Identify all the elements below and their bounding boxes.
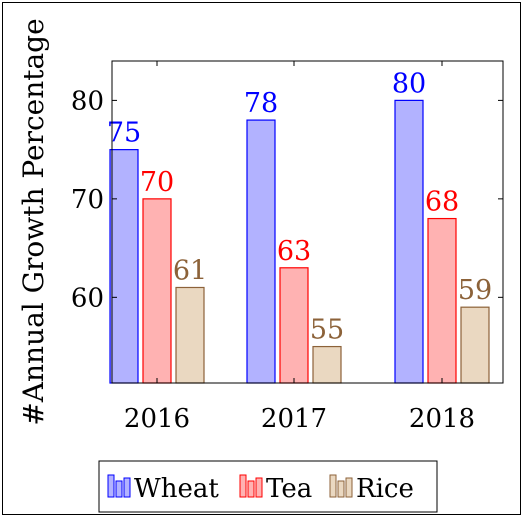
bar-wheat-2018: [394, 99, 424, 384]
data-label-tea-2016: 70: [140, 167, 174, 198]
x-tick-label-2018: 2018: [409, 404, 475, 434]
bar-rice-2018: [460, 306, 490, 384]
plot-area-frame: [111, 60, 504, 384]
legend-swatch-tea-c: [255, 477, 263, 498]
legend-swatch-wheat-c: [123, 477, 131, 498]
legend-label-tea: Tea: [266, 474, 312, 504]
y-axis-label: #Annual Growth Percentage: [17, 18, 50, 425]
legend-swatch-rice: [329, 474, 337, 498]
x-axis-ticks: 2016 2017 2018: [124, 61, 475, 434]
legend-swatch-wheat-b: [115, 480, 123, 498]
x-tick-label-2016: 2016: [124, 404, 190, 434]
data-label-tea-2018: 68: [425, 187, 459, 218]
legend-swatch-rice-c: [345, 477, 353, 498]
bar-wheat-2017: [246, 119, 276, 384]
y-tick-label: 60: [71, 283, 104, 313]
y-tick-label: 70: [71, 185, 104, 215]
bar-rice-2017: [312, 345, 342, 384]
data-label-rice-2018: 59: [458, 275, 492, 306]
legend-swatch-tea: [239, 474, 247, 498]
y-tick-label: 80: [71, 86, 104, 116]
legend-swatch-tea-b: [247, 480, 255, 498]
legend-label-wheat: Wheat: [134, 474, 219, 504]
bar-tea-2016: [142, 198, 172, 384]
data-label-rice-2017: 55: [310, 315, 344, 346]
bars-layer: [109, 99, 490, 384]
bar-rice-2016: [175, 286, 205, 384]
data-label-tea-2017: 63: [277, 236, 311, 267]
legend-label-rice: Rice: [356, 474, 414, 504]
bar-tea-2018: [427, 217, 457, 384]
legend-swatch-wheat: [107, 474, 115, 498]
y-axis-ticks: 60 70 80: [71, 86, 503, 313]
legend-box: [98, 460, 438, 513]
legend: Wheat Tea Rice: [98, 460, 438, 513]
legend-swatch-rice-b: [337, 480, 345, 498]
data-label-wheat-2018: 80: [392, 68, 426, 99]
bar-wheat-2016: [109, 149, 139, 384]
data-label-wheat-2016: 75: [107, 118, 141, 149]
data-labels-layer: 75 78 80 70 63 68 61 55 59: [107, 68, 492, 345]
data-label-wheat-2017: 78: [244, 88, 278, 119]
data-label-rice-2016: 61: [173, 255, 207, 286]
x-tick-label-2017: 2017: [261, 404, 327, 434]
bar-tea-2017: [279, 267, 309, 384]
